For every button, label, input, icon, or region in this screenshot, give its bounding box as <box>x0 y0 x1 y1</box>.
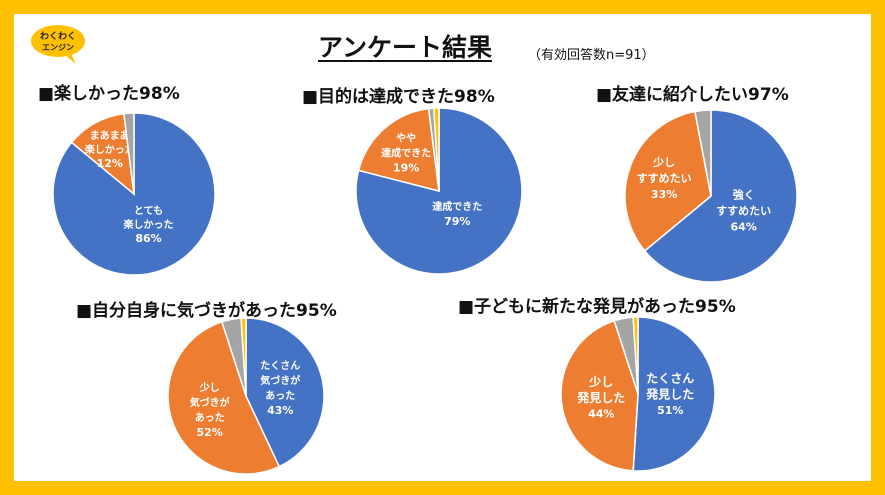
pie-slice <box>632 316 639 395</box>
data-label: 51% <box>657 404 683 417</box>
chart-title-enjoyed: ■楽しかった98% <box>38 84 180 104</box>
slice-label: 楽しかった <box>84 143 135 156</box>
slice-label: たくさん <box>260 360 300 372</box>
slice-label: あった <box>265 389 295 402</box>
pie-slice <box>432 107 440 192</box>
pie-slice <box>245 317 325 468</box>
slice-label: あった <box>195 411 225 424</box>
slice-label: 少し <box>652 155 675 169</box>
slice-label: すすめたい <box>716 204 771 217</box>
slice-label: 達成できた <box>432 200 482 213</box>
slice-label: とても <box>134 205 163 217</box>
slice-label: 気づきが <box>189 396 231 409</box>
pie-slice <box>632 316 716 472</box>
page-title: アンケート結果 <box>318 33 493 62</box>
data-label: 64% <box>731 220 757 233</box>
chart-title-self-discovery: ■自分自身に気づきがあった95% <box>76 301 337 321</box>
data-label: 44% <box>588 408 614 421</box>
slice-label: 気づきが <box>259 374 301 387</box>
data-label: 33% <box>651 188 677 201</box>
pie-slice <box>357 107 440 193</box>
chart-title-child-discovery: ■子どもに新たな発見があった95% <box>458 297 736 317</box>
page-subtitle: （有効回答数n=91） <box>528 48 655 63</box>
svg-text:わくわく: わくわく <box>40 31 76 42</box>
chart-title-goal-achieved: ■目的は達成できた98% <box>302 87 495 107</box>
data-label: 12% <box>97 157 123 170</box>
data-label: 86% <box>135 232 161 245</box>
wakuwaku-engine-logo: わくわく エンジン <box>31 25 85 64</box>
data-label: 19% <box>393 162 419 175</box>
slice-label: 強く <box>733 187 755 201</box>
pie-slice <box>694 109 712 197</box>
pie-slice <box>560 319 639 472</box>
slice-label: 発見した <box>576 390 625 405</box>
pie-slice <box>240 317 247 397</box>
slice-label: 少し <box>199 381 220 394</box>
slice-label: 達成できた <box>381 147 431 160</box>
data-label: 79% <box>444 215 470 228</box>
pie-slice <box>643 109 798 283</box>
pie-slice <box>70 112 135 196</box>
slice-label: まあまあ <box>90 129 130 142</box>
slice-label: たくさん <box>646 372 694 386</box>
slice-label: やや <box>396 133 416 145</box>
pie-slice <box>123 112 135 195</box>
slice-label: 少し <box>588 374 613 389</box>
slice-label: すすめたい <box>637 172 692 185</box>
chart-title-recommend: ■友達に紹介したい97% <box>596 85 789 105</box>
pie-slice <box>624 110 712 252</box>
data-label: 43% <box>267 404 293 417</box>
slice-label: 発見した <box>645 387 694 402</box>
slice-label: 楽しかった <box>123 218 174 231</box>
pie-slice <box>355 107 523 275</box>
pie-slice <box>167 320 281 475</box>
svg-text:エンジン: エンジン <box>42 43 74 52</box>
data-label: 52% <box>197 426 223 439</box>
